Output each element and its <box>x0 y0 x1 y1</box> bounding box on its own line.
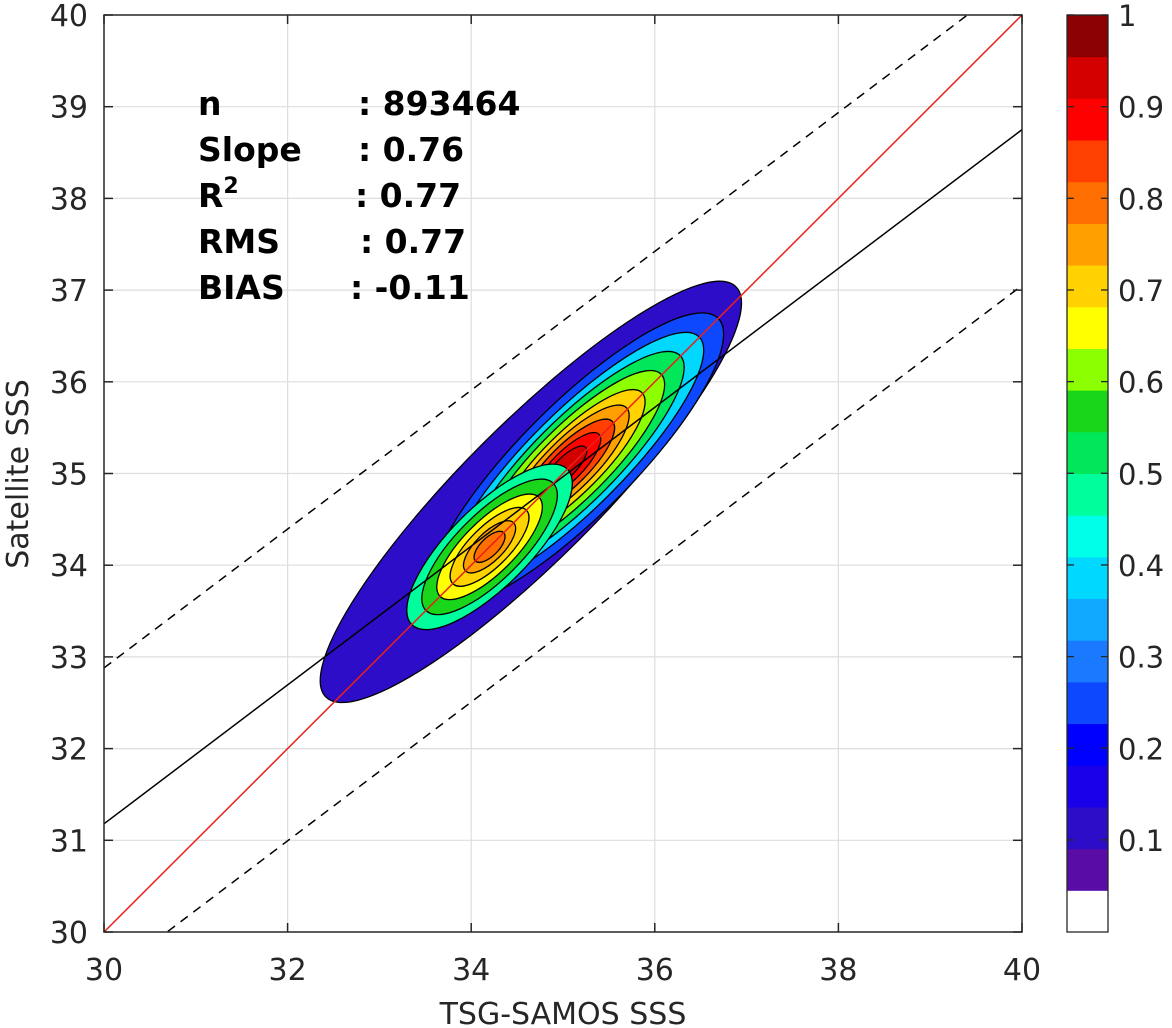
x-tick-label: 32 <box>269 953 307 988</box>
colorbar-segment <box>1067 556 1108 600</box>
stats-annotation: n : 893464 Slope : 0.76 R2 : 0.77 RMS : 0.77 BIA… <box>198 84 520 307</box>
colorbar-segment <box>1067 890 1108 933</box>
y-tick-label: 35 <box>50 458 88 493</box>
y-tick-label: 38 <box>50 182 88 217</box>
y-tick-label: 33 <box>50 641 88 676</box>
colorbar-tick-label: 0.9 <box>1118 91 1164 125</box>
colorbar-segment <box>1067 681 1108 725</box>
stat-value: : 0.77 <box>360 222 466 261</box>
colorbar-segment <box>1067 390 1108 433</box>
stat-label: n <box>198 84 222 123</box>
fit-line <box>104 129 1022 825</box>
stat-label: BIAS <box>198 268 285 307</box>
x-tick-label: 34 <box>452 953 490 988</box>
y-tick-label: 39 <box>50 91 88 126</box>
colorbar-tick-label: 0.2 <box>1118 732 1164 766</box>
density-contours <box>319 280 743 704</box>
colorbar-tick-label: 0.8 <box>1118 182 1164 216</box>
y-tick-label: 34 <box>50 549 88 584</box>
colorbar-segment <box>1067 515 1108 558</box>
x-tick-label: 40 <box>1003 953 1041 988</box>
x-tick-label: 30 <box>85 953 123 988</box>
colorbar-tick-label: 0.4 <box>1118 549 1164 583</box>
stat-value: : 893464 <box>358 84 520 123</box>
y-axis-title: Satellite SSS <box>1 379 36 569</box>
colorbar-tick-label: 0.7 <box>1118 274 1164 308</box>
colorbar: 0.1 0.2 0.3 0.4 0.5 0.6 0.7 0.8 0.9 1 <box>1066 0 1164 933</box>
grid-lines <box>104 15 1022 932</box>
colorbar-segment <box>1067 98 1108 141</box>
y-tick-label: 36 <box>50 366 88 401</box>
colorbar-segment <box>1067 848 1108 891</box>
stat-label: R2 <box>198 174 239 215</box>
colorbar-segment <box>1067 806 1108 850</box>
colorbar-segment <box>1067 723 1108 766</box>
colorbar-segment <box>1067 56 1108 99</box>
stat-label: Slope <box>198 130 302 169</box>
colorbar-segment <box>1067 15 1108 58</box>
colorbar-segment <box>1067 640 1108 683</box>
colorbar-segment <box>1067 348 1108 391</box>
colorbar-segment <box>1067 265 1108 308</box>
y-tick-label: 30 <box>50 916 88 951</box>
colorbar-segment <box>1067 181 1108 224</box>
stat-value: : 0.77 <box>355 176 461 215</box>
colorbar-segment <box>1067 140 1108 183</box>
colorbar-tick-label: 0.1 <box>1118 824 1164 858</box>
upper-bound-line <box>104 15 969 669</box>
reference-lines <box>104 15 1022 932</box>
stat-label: RMS <box>198 222 280 261</box>
one-to-one-line <box>104 15 1022 932</box>
colorbar-segment <box>1067 765 1108 808</box>
colorbar-segment <box>1067 473 1108 516</box>
y-tick-label: 37 <box>50 274 88 309</box>
colorbar-segment <box>1067 431 1108 474</box>
colorbar-tick-label: 0.3 <box>1118 641 1164 675</box>
stat-value: : -0.11 <box>350 268 470 307</box>
x-tick-label: 36 <box>636 953 674 988</box>
colorbar-tick-label: 0.6 <box>1118 366 1164 400</box>
colorbar-segment <box>1067 306 1108 349</box>
colorbar-segment <box>1067 223 1108 266</box>
colorbar-tick-label: 1 <box>1118 0 1136 33</box>
y-tick-label: 40 <box>50 0 88 34</box>
y-tick-label: 31 <box>50 824 88 859</box>
stat-value: : 0.76 <box>358 130 464 169</box>
colorbar-segment <box>1067 598 1108 641</box>
x-axis-title: TSG-SAMOS SSS <box>439 997 687 1028</box>
y-tick-label: 32 <box>50 733 88 768</box>
axis-ticks: 30 32 34 36 38 40 30 31 32 33 34 35 36 37 38 39 40 <box>50 0 1041 988</box>
colorbar-tick-label: 0.5 <box>1118 457 1164 491</box>
x-tick-label: 38 <box>819 953 857 988</box>
